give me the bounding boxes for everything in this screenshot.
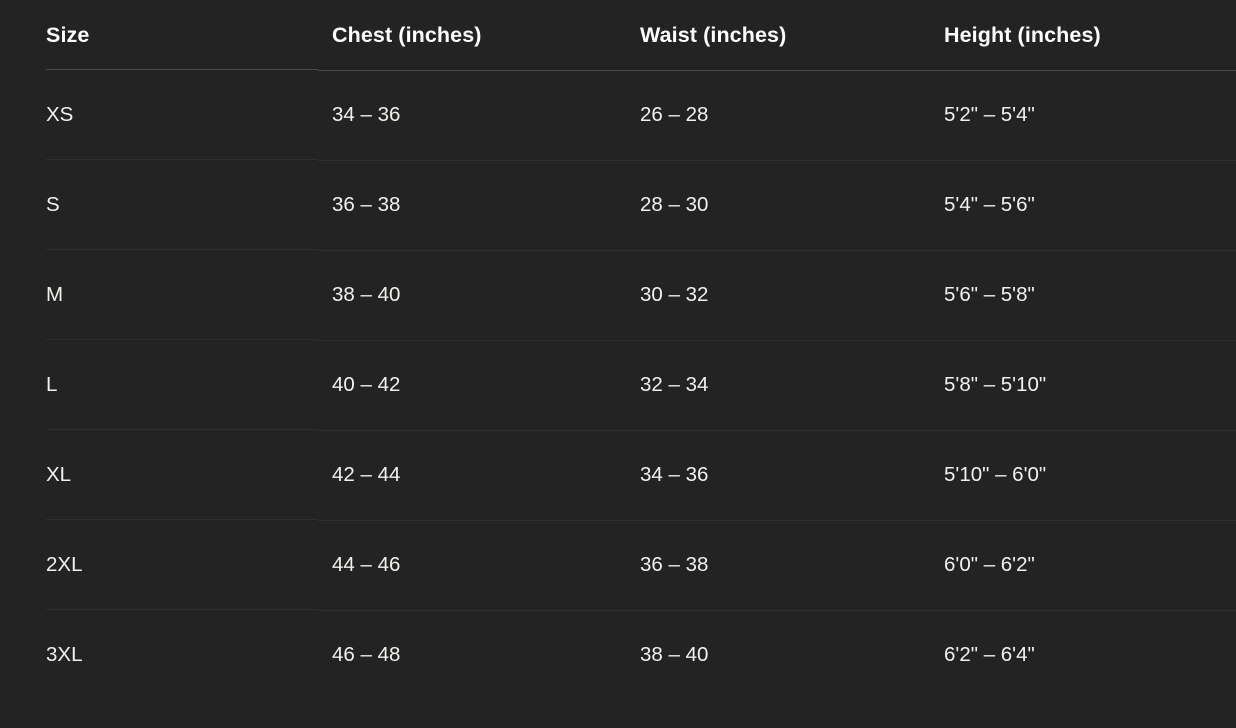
cell-chest-value: 34 – 36 xyxy=(332,103,401,126)
column-header-waist-label: Waist (inches) xyxy=(640,23,787,48)
cell-chest-value: 38 – 40 xyxy=(332,283,401,306)
cell-height-value: 5'10" – 6'0" xyxy=(944,463,1047,486)
table-header: Size Chest (inches) Waist (inches) Heigh… xyxy=(0,0,1236,71)
cell-height-value: 5'6" – 5'8" xyxy=(944,283,1035,306)
cell-chest: 44 – 46 xyxy=(318,520,626,611)
size-chart-table: Size Chest (inches) Waist (inches) Heigh… xyxy=(0,0,1236,700)
cell-waist-value: 26 – 28 xyxy=(640,103,709,126)
cell-size: M xyxy=(0,250,318,340)
table-body: XS 34 – 36 26 – 28 5'2" – 5'4" S 36 – 38… xyxy=(0,70,1236,700)
table-row: 3XL 46 – 48 38 – 40 6'2" – 6'4" xyxy=(0,610,1236,700)
cell-height: 6'0" – 6'2" xyxy=(930,520,1236,611)
cell-chest-value: 36 – 38 xyxy=(332,193,401,216)
cell-waist: 28 – 30 xyxy=(626,160,930,251)
table-row: S 36 – 38 28 – 30 5'4" – 5'6" xyxy=(0,160,1236,251)
cell-size: 3XL xyxy=(0,610,318,700)
cell-waist: 38 – 40 xyxy=(626,610,930,700)
cell-chest: 36 – 38 xyxy=(318,160,626,251)
table-row: L 40 – 42 32 – 34 5'8" – 5'10" xyxy=(0,340,1236,431)
cell-height: 5'8" – 5'10" xyxy=(930,340,1236,431)
cell-chest: 40 – 42 xyxy=(318,340,626,431)
cell-height: 5'6" – 5'8" xyxy=(930,250,1236,341)
cell-waist-value: 38 – 40 xyxy=(640,643,709,667)
table-header-row: Size Chest (inches) Waist (inches) Heigh… xyxy=(0,0,1236,71)
cell-size-value: M xyxy=(46,283,64,306)
column-header-height[interactable]: Height (inches) xyxy=(930,0,1236,71)
cell-size-value: XL xyxy=(46,463,72,486)
cell-waist: 32 – 34 xyxy=(626,340,930,431)
table-row: XL 42 – 44 34 – 36 5'10" – 6'0" xyxy=(0,430,1236,521)
cell-waist: 26 – 28 xyxy=(626,70,930,161)
column-header-height-label: Height (inches) xyxy=(944,23,1101,48)
cell-height: 6'2" – 6'4" xyxy=(930,610,1236,700)
cell-height-value: 5'4" – 5'6" xyxy=(944,193,1035,216)
cell-waist: 30 – 32 xyxy=(626,250,930,341)
column-header-chest-label: Chest (inches) xyxy=(332,23,482,48)
cell-size: L xyxy=(0,340,318,430)
cell-height-value: 6'2" – 6'4" xyxy=(944,643,1035,667)
cell-waist-value: 34 – 36 xyxy=(640,463,709,486)
cell-size-value: S xyxy=(46,193,60,216)
cell-waist: 36 – 38 xyxy=(626,520,930,611)
cell-height: 5'10" – 6'0" xyxy=(930,430,1236,521)
cell-waist-value: 36 – 38 xyxy=(640,553,709,576)
cell-chest: 42 – 44 xyxy=(318,430,626,521)
cell-height-value: 5'2" – 5'4" xyxy=(944,103,1035,126)
cell-size: S xyxy=(0,160,318,250)
cell-size: 2XL xyxy=(0,520,318,610)
cell-size-value: 3XL xyxy=(46,643,83,667)
cell-chest: 46 – 48 xyxy=(318,610,626,700)
cell-waist-value: 28 – 30 xyxy=(640,193,709,216)
table-row: M 38 – 40 30 – 32 5'6" – 5'8" xyxy=(0,250,1236,341)
cell-chest: 34 – 36 xyxy=(318,70,626,161)
cell-chest-value: 46 – 48 xyxy=(332,643,401,667)
cell-size-value: 2XL xyxy=(46,553,83,576)
cell-size-value: XS xyxy=(46,103,74,126)
column-header-size-label: Size xyxy=(46,23,90,48)
cell-size-value: L xyxy=(46,373,58,396)
cell-waist-value: 32 – 34 xyxy=(640,373,709,396)
column-header-size[interactable]: Size xyxy=(0,0,318,70)
cell-height: 5'4" – 5'6" xyxy=(930,160,1236,251)
column-header-chest[interactable]: Chest (inches) xyxy=(318,0,626,71)
cell-waist-value: 30 – 32 xyxy=(640,283,709,306)
cell-size: XS xyxy=(0,70,318,160)
cell-height-value: 5'8" – 5'10" xyxy=(944,373,1047,396)
cell-chest-value: 40 – 42 xyxy=(332,373,401,396)
cell-size: XL xyxy=(0,430,318,520)
cell-waist: 34 – 36 xyxy=(626,430,930,521)
cell-height-value: 6'0" – 6'2" xyxy=(944,553,1035,576)
table-row: 2XL 44 – 46 36 – 38 6'0" – 6'2" xyxy=(0,520,1236,611)
cell-chest: 38 – 40 xyxy=(318,250,626,341)
column-header-waist[interactable]: Waist (inches) xyxy=(626,0,930,71)
cell-chest-value: 42 – 44 xyxy=(332,463,401,486)
cell-chest-value: 44 – 46 xyxy=(332,553,401,576)
table-row: XS 34 – 36 26 – 28 5'2" – 5'4" xyxy=(0,70,1236,161)
cell-height: 5'2" – 5'4" xyxy=(930,70,1236,161)
